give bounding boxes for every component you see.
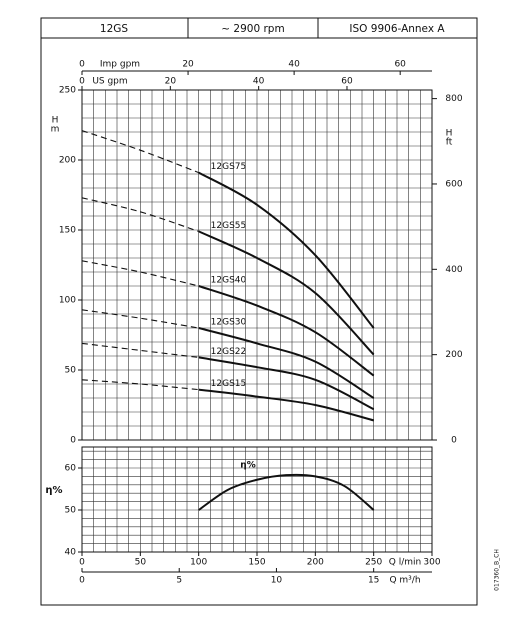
- x-tick-label: 20: [165, 77, 177, 87]
- curve: [198, 388, 374, 422]
- curve: [198, 285, 375, 377]
- y-tick-label: 40: [65, 548, 77, 558]
- curve: [198, 230, 375, 356]
- curve-label: η%: [240, 461, 255, 471]
- drawing-code: 017360_B_CH: [494, 549, 501, 591]
- frame: [40, 17, 478, 606]
- x-axis-label: Q l/min: [389, 558, 421, 568]
- x-tick-label: 40: [288, 60, 300, 70]
- y-tick-label: 60: [65, 464, 77, 474]
- y-axis-label: η%: [45, 485, 62, 496]
- y-tick-label: 50: [65, 506, 77, 516]
- y-tick-label: 250: [59, 86, 76, 96]
- curve-extension: [81, 342, 199, 358]
- x-tick-label: 0: [79, 576, 85, 586]
- x-axis-label: US gpm: [92, 77, 127, 87]
- x-tick-label: 20: [182, 60, 194, 70]
- x-tick-label: 100: [190, 558, 207, 568]
- curve-extension: [81, 379, 199, 391]
- x-tick-label: 5: [176, 576, 182, 586]
- x-tick-label: 0: [79, 558, 85, 568]
- header-cell: 12GS: [100, 23, 128, 35]
- x-tick-label: 40: [253, 77, 265, 87]
- y-axis-unit: m: [51, 125, 60, 135]
- y-axis-label: H: [52, 116, 59, 126]
- x-tick-label: 250: [365, 558, 382, 568]
- curve: [198, 171, 375, 329]
- x-tick-label: 60: [394, 60, 406, 70]
- x-tick-label: 200: [307, 558, 324, 568]
- x-tick-label: 10: [271, 576, 283, 586]
- x-tick-label: 15: [368, 576, 379, 586]
- plot-frame: [81, 89, 433, 441]
- curve-extension: [81, 197, 199, 232]
- curve-label: 12GS75: [211, 162, 247, 172]
- x-tick-label: 60: [341, 77, 353, 87]
- curve-label: 12GS22: [211, 347, 247, 357]
- curve-label: 12GS15: [211, 379, 247, 389]
- y2-tick-label: 400: [445, 265, 462, 275]
- x-tick-label: 150: [248, 558, 265, 568]
- curve-label: 12GS55: [211, 221, 247, 231]
- y-tick-label: 50: [65, 366, 77, 376]
- y2-tick-label: 800: [445, 94, 462, 104]
- curve-label: 12GS30: [211, 318, 247, 328]
- x-tick-label: 0: [79, 77, 85, 87]
- x-tick-label: 300: [423, 558, 440, 568]
- y2-axis-label: H: [446, 129, 453, 139]
- x-axis-label: Imp gpm: [100, 60, 140, 70]
- curve-extension: [81, 260, 199, 287]
- curve-extension: [81, 309, 199, 329]
- curve: [198, 473, 375, 511]
- y2-tick-label: 200: [445, 350, 462, 360]
- curve: [198, 356, 375, 411]
- header-cell: ISO 9906-Annex A: [349, 23, 445, 35]
- y-tick-label: 0: [70, 436, 76, 446]
- y2-axis-unit: ft: [446, 138, 453, 148]
- header-cell: ~ 2900 rpm: [221, 23, 284, 35]
- y-tick-label: 150: [59, 226, 76, 236]
- x-tick-label: 50: [135, 558, 147, 568]
- curve-extension: [81, 130, 199, 174]
- x-tick-label: 0: [79, 60, 85, 70]
- y2-tick-label: 0: [451, 436, 457, 446]
- curve-label: 12GS40: [211, 276, 247, 286]
- y-tick-label: 100: [59, 296, 76, 306]
- curve: [198, 327, 375, 399]
- y2-tick-label: 600: [445, 179, 462, 189]
- x-axis-label: Q m³/h: [389, 576, 420, 586]
- y-tick-label: 200: [59, 156, 76, 166]
